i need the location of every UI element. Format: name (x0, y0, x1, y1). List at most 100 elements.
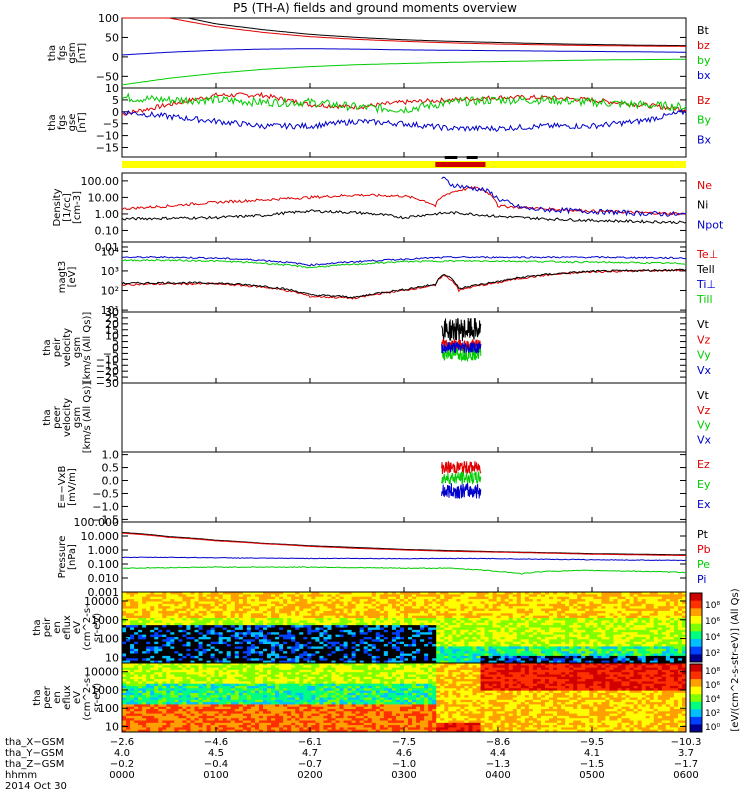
spectrogram-cell (472, 653, 478, 657)
spectrogram-cell (271, 603, 276, 607)
spectrogram-cell (379, 613, 385, 617)
spectrogram-cell (178, 610, 183, 614)
spectrogram-cell (202, 599, 208, 602)
y-axis-label: [mV/m] (67, 468, 78, 506)
spectrogram-cell (174, 674, 179, 678)
spectrogram-cell (480, 632, 486, 636)
spectrogram-cell (633, 608, 639, 612)
spectrogram-cell (182, 702, 187, 705)
spectrogram-cell (170, 613, 175, 617)
spectrogram-cell (492, 639, 498, 643)
spectrogram-cell (532, 620, 538, 624)
spectrogram-cell (432, 660, 437, 664)
spectrogram-cell (444, 603, 449, 607)
spectrogram-cell (468, 660, 473, 664)
spectrogram-cell (484, 620, 490, 624)
spectrogram-cell (625, 632, 631, 636)
spectrogram-cell (581, 655, 586, 659)
spectrogram-cell (279, 613, 284, 617)
spectrogram-cell (186, 669, 191, 673)
spectrogram-cell (311, 636, 316, 640)
spectrogram-cell (222, 603, 228, 607)
spectrogram-cell (319, 618, 324, 621)
spectrogram-cell (218, 660, 224, 664)
spectrogram-cell (295, 641, 300, 645)
spectrogram-cell (238, 627, 244, 631)
spectrogram-cell (637, 613, 643, 617)
spectrogram-cell (158, 672, 163, 675)
spectrogram-cell (170, 692, 175, 696)
spectrogram-cell (154, 706, 159, 710)
spectrogram-cell (444, 636, 449, 640)
spectrogram-cell (299, 660, 304, 664)
spectrogram-cell (327, 629, 332, 633)
spectrogram-cell (605, 622, 610, 626)
spectrogram-cell (158, 690, 163, 694)
spectrogram-cell (387, 625, 393, 628)
spectrogram-cell (323, 608, 328, 612)
spectrogram-cell (645, 639, 651, 643)
spectrogram-cell (351, 646, 357, 650)
spectrogram-cell (303, 653, 308, 657)
spectrogram-cell (230, 651, 236, 655)
spectrogram-cell (617, 615, 623, 619)
spectrogram-cell (122, 608, 127, 612)
spectrogram-cell (142, 653, 147, 657)
spectrogram-cell (432, 592, 437, 595)
spectrogram-cell (162, 663, 167, 666)
spectrogram-cell (174, 632, 179, 636)
spectrogram-cell (432, 658, 437, 662)
spectrogram-cell (202, 648, 208, 652)
spectrogram-cell (178, 625, 183, 628)
spectrogram-cell (299, 629, 304, 633)
spectrogram-cell (162, 622, 167, 626)
spectrogram-cell (492, 625, 498, 628)
spectrogram-cell (154, 603, 159, 607)
spectrogram-cell (395, 610, 401, 614)
spectrogram-cell (122, 596, 127, 600)
spectrogram-cell (230, 615, 236, 619)
spectrogram-cell (218, 601, 224, 605)
spectrogram-cell (122, 711, 127, 715)
spectrogram-cell (432, 634, 437, 638)
spectrogram-cell (250, 634, 256, 638)
y-tick-label: −0.5 (92, 487, 119, 500)
spectrogram-cell (154, 667, 159, 671)
spectrogram-cell (162, 636, 167, 640)
spectrogram-cell (553, 599, 558, 602)
spectrogram-cell (130, 639, 135, 643)
spectrogram-cell (669, 651, 675, 655)
spectrogram-cell (484, 627, 490, 631)
spectrogram-cell (468, 620, 473, 624)
spectrogram-cell (311, 592, 316, 595)
spectrogram-cell (621, 601, 627, 605)
spectrogram-cell (605, 632, 610, 636)
spectrogram-cell (387, 634, 393, 638)
spectrogram-cell (130, 620, 135, 624)
spectrogram-cell (343, 634, 349, 638)
spectrogram-cell (287, 651, 292, 655)
spectrogram-cell (681, 622, 687, 626)
spectrogram-cell (669, 636, 675, 640)
spectrogram-cell (267, 615, 272, 619)
spectrogram-cell (299, 596, 304, 600)
spectrogram-cell (387, 603, 393, 607)
spectrogram-cell (206, 629, 212, 633)
spectrogram-cell (609, 644, 614, 647)
spectrogram-cell (182, 688, 187, 692)
spectrogram-cell (617, 613, 623, 617)
spectrogram-cell (287, 592, 292, 595)
spectrogram-cell (496, 594, 502, 598)
spectrogram-cell (166, 592, 171, 595)
spectrogram-cell (496, 622, 502, 626)
spectrogram-cell (516, 655, 522, 659)
spectrogram-cell (190, 636, 196, 640)
spectrogram-cell (383, 629, 389, 633)
spectrogram-cell (258, 615, 264, 619)
spectrogram-cell (428, 639, 433, 643)
spectrogram-cell (528, 618, 534, 621)
spectrogram-cell (472, 615, 478, 619)
spectrogram-cell (267, 632, 272, 636)
spectrogram-cell (621, 592, 627, 595)
spectrogram-cell (573, 610, 578, 614)
